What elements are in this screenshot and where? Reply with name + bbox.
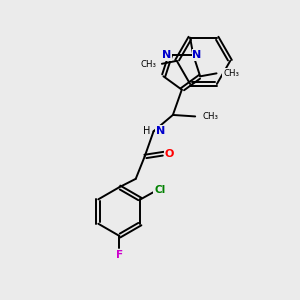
- Text: H: H: [142, 126, 150, 136]
- Text: N: N: [162, 50, 171, 60]
- Text: CH₃: CH₃: [140, 60, 157, 69]
- Text: Cl: Cl: [154, 185, 165, 195]
- Text: N: N: [192, 50, 202, 60]
- Text: CH₃: CH₃: [223, 69, 239, 78]
- Text: N: N: [156, 126, 165, 136]
- Text: F: F: [116, 250, 123, 260]
- Text: O: O: [165, 148, 174, 159]
- Text: CH₃: CH₃: [202, 112, 218, 121]
